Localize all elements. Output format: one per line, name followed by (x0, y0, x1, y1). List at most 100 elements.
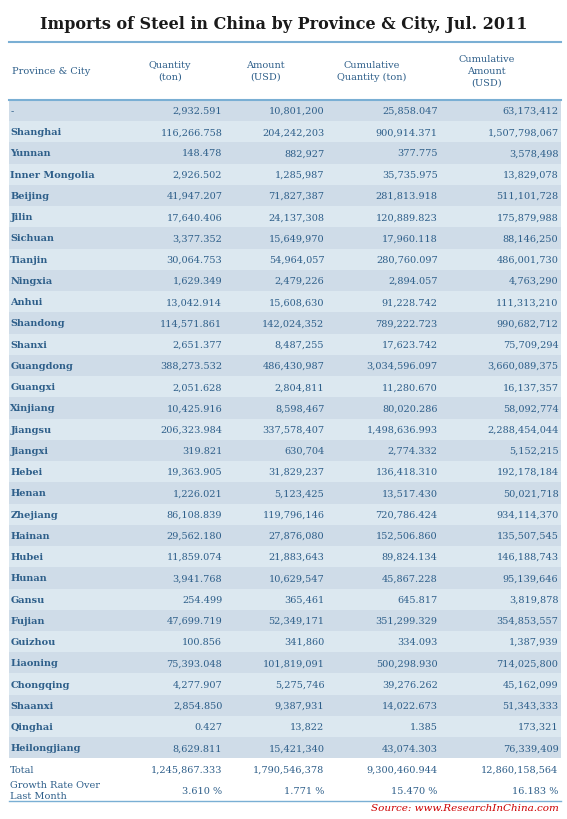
Text: 89,824.134: 89,824.134 (382, 553, 438, 562)
Text: 1,629.349: 1,629.349 (172, 277, 222, 286)
Text: 95,139,646: 95,139,646 (503, 573, 558, 582)
Text: 63,173,412: 63,173,412 (502, 106, 558, 115)
Bar (9, 292, 561, 313)
Text: 111,313,210: 111,313,210 (496, 298, 558, 307)
Bar (9, 165, 561, 186)
Text: Shaanxi: Shaanxi (10, 701, 53, 710)
Text: 281,813.918: 281,813.918 (376, 192, 438, 201)
Bar (9, 377, 561, 398)
Bar (9, 674, 561, 695)
Text: 192,178,184: 192,178,184 (496, 468, 558, 477)
Text: 3,377.352: 3,377.352 (172, 234, 222, 243)
Text: 388,273.532: 388,273.532 (160, 361, 222, 370)
Bar (9, 143, 561, 165)
Text: 135,507,545: 135,507,545 (497, 532, 558, 541)
Text: 720,786.424: 720,786.424 (375, 510, 438, 519)
Text: 4,763,290: 4,763,290 (509, 277, 558, 286)
Text: 13,829,078: 13,829,078 (503, 170, 558, 179)
Text: 882,927: 882,927 (284, 149, 324, 158)
Bar (9, 228, 561, 249)
Text: 2,774.332: 2,774.332 (388, 446, 438, 455)
Bar (9, 610, 561, 631)
Text: 511,101,728: 511,101,728 (496, 192, 558, 201)
Text: 39,276.262: 39,276.262 (382, 680, 438, 689)
Text: 100.856: 100.856 (182, 637, 222, 646)
Text: Inner Mongolia: Inner Mongolia (10, 170, 95, 179)
Text: 341,860: 341,860 (284, 637, 324, 646)
Text: 0.427: 0.427 (194, 722, 222, 731)
Text: Henan: Henan (10, 489, 46, 498)
Bar (9, 207, 561, 228)
Text: Imports of Steel in China by Province & City, Jul. 2011: Imports of Steel in China by Province & … (40, 16, 527, 33)
Bar (9, 737, 561, 758)
Text: 3,578,498: 3,578,498 (509, 149, 558, 158)
Text: 12,860,158,564: 12,860,158,564 (481, 765, 558, 774)
Bar (9, 716, 561, 737)
Text: Anhui: Anhui (10, 298, 43, 307)
Text: 15,649,970: 15,649,970 (269, 234, 324, 243)
Text: Quantity
(ton): Quantity (ton) (149, 61, 191, 82)
Bar (9, 334, 561, 355)
Text: 15,421,340: 15,421,340 (268, 744, 324, 753)
Text: Xinjiang: Xinjiang (10, 404, 56, 413)
Bar (9, 589, 561, 610)
Text: 76,339,409: 76,339,409 (503, 744, 558, 753)
Text: 17,960.118: 17,960.118 (382, 234, 438, 243)
Text: 2,854.850: 2,854.850 (173, 701, 222, 710)
Text: 1,387,939: 1,387,939 (509, 637, 558, 646)
Text: Hunan: Hunan (10, 573, 47, 582)
Text: 5,123,425: 5,123,425 (274, 489, 324, 498)
Bar (9, 504, 561, 525)
Text: 8,598,467: 8,598,467 (275, 404, 324, 413)
Text: 206,323.984: 206,323.984 (160, 425, 222, 434)
Text: 15,608,630: 15,608,630 (269, 298, 324, 307)
Text: 120,889.823: 120,889.823 (376, 213, 438, 222)
Text: Shanxi: Shanxi (10, 340, 47, 349)
Text: 16,137,357: 16,137,357 (502, 382, 558, 391)
Text: 10,629,547: 10,629,547 (269, 573, 324, 582)
Text: 17,623.742: 17,623.742 (382, 340, 438, 349)
Bar (9, 525, 561, 546)
Bar (9, 461, 561, 482)
Text: Amount
(USD): Amount (USD) (246, 61, 285, 82)
Text: Beijing: Beijing (10, 192, 49, 201)
Text: 52,349,171: 52,349,171 (268, 616, 324, 625)
Text: 11,280.670: 11,280.670 (382, 382, 438, 391)
Text: 365,461: 365,461 (284, 595, 324, 604)
Text: 119,796,146: 119,796,146 (263, 510, 324, 519)
Text: 13,822: 13,822 (290, 722, 324, 731)
Text: 334.093: 334.093 (397, 637, 438, 646)
Text: 1,285,987: 1,285,987 (275, 170, 324, 179)
Text: 204,242,203: 204,242,203 (262, 128, 324, 137)
Text: 142,024,352: 142,024,352 (262, 319, 324, 328)
Bar (9, 249, 561, 270)
Text: 3.610 %: 3.610 % (182, 786, 222, 795)
Text: 280,760.097: 280,760.097 (376, 256, 438, 265)
Text: 900,914.371: 900,914.371 (376, 128, 438, 137)
Text: 116,266.758: 116,266.758 (160, 128, 222, 137)
Text: 35,735.975: 35,735.975 (382, 170, 438, 179)
Text: Zhejiang: Zhejiang (10, 510, 58, 519)
Text: 1,498,636.993: 1,498,636.993 (367, 425, 438, 434)
Text: 2,651.377: 2,651.377 (172, 340, 222, 349)
Bar (9, 419, 561, 441)
Text: 1,507,798,067: 1,507,798,067 (488, 128, 558, 137)
Text: Shandong: Shandong (10, 319, 65, 328)
Text: 1,245,867.333: 1,245,867.333 (151, 765, 222, 774)
Text: 86,108.839: 86,108.839 (167, 510, 222, 519)
Text: 2,051.628: 2,051.628 (173, 382, 222, 391)
Text: 486,001,730: 486,001,730 (497, 256, 558, 265)
Text: Hubei: Hubei (10, 553, 43, 562)
Text: 354,853,557: 354,853,557 (497, 616, 558, 625)
Text: 88,146,250: 88,146,250 (503, 234, 558, 243)
Text: Shanghai: Shanghai (10, 128, 61, 137)
Text: 75,393.048: 75,393.048 (167, 658, 222, 667)
Text: 1.385: 1.385 (410, 722, 438, 731)
Bar (9, 780, 561, 801)
Text: 45,162,099: 45,162,099 (503, 680, 558, 689)
Bar (9, 546, 561, 568)
Text: 9,387,931: 9,387,931 (274, 701, 324, 710)
Bar (9, 568, 561, 589)
Text: 2,804,811: 2,804,811 (274, 382, 324, 391)
Bar (9, 398, 561, 419)
